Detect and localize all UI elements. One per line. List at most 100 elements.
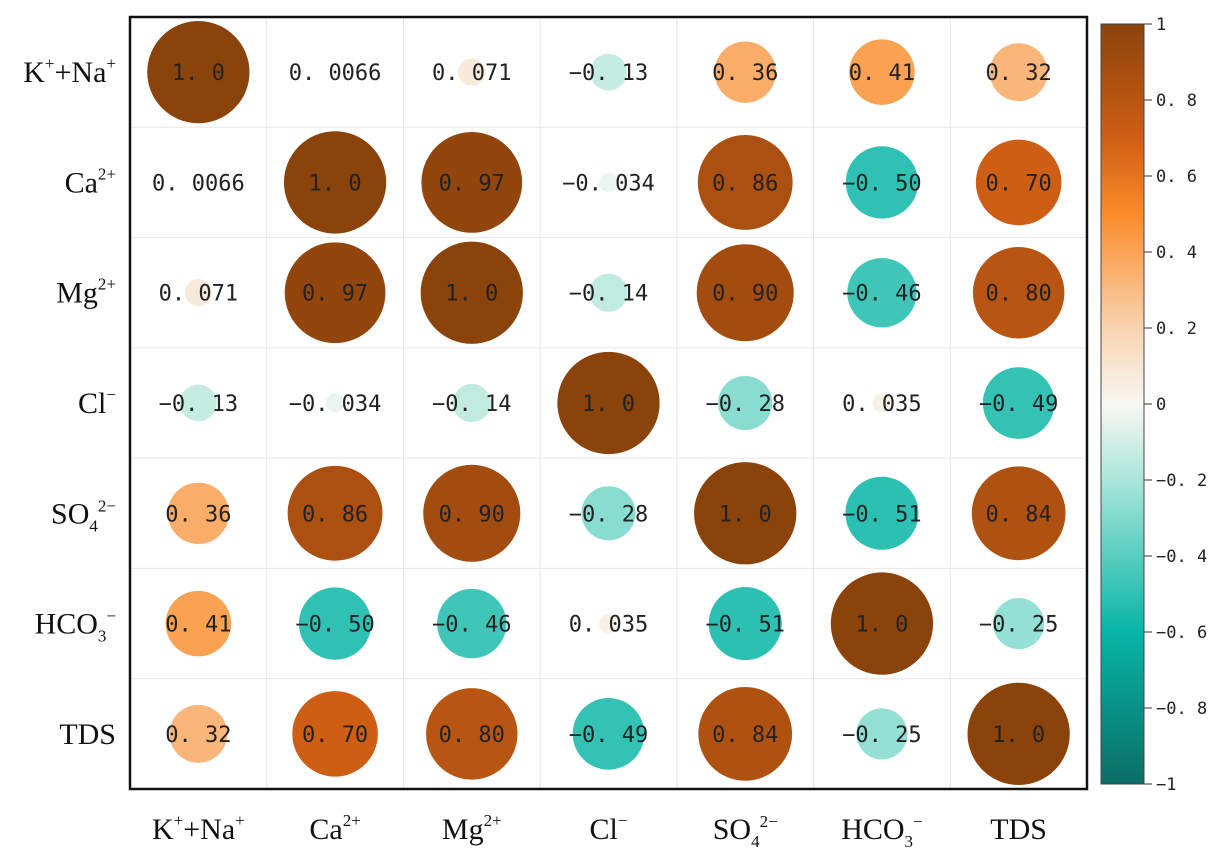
- corr-value-r6-c5: −0. 25: [842, 723, 921, 748]
- corr-circle-r1-c0: [194, 178, 203, 187]
- corr-circle-r5-c5: [830, 572, 934, 675]
- corr-circle-r3-c1: [325, 393, 345, 413]
- corr-circle-r0-c0: [147, 21, 250, 124]
- corr-circle-r0-c2: [458, 58, 486, 86]
- corr-value-r0-c6: 0. 32: [986, 61, 1052, 86]
- corr-circle-r2-c1: [284, 242, 386, 344]
- y-label-4: SO42−​: [51, 496, 116, 535]
- colorbar: 1 0. 8 0. 6 0. 4 0. 2 0 −0. 2 −0. 4 −0. 6 −0. 8 −1: [1100, 15, 1207, 795]
- corr-value-r3-c2: −0. 14: [432, 392, 511, 417]
- corr-circle-r6-c5: [856, 708, 908, 760]
- corr-circle-r2-c4: [696, 244, 794, 342]
- colorbar-tick-label: −1: [1156, 775, 1176, 795]
- corr-value-r2-c3: −0. 14: [569, 282, 648, 307]
- corr-value-r1-c5: −0. 50: [842, 171, 921, 196]
- corr-value-r3-c4: −0. 28: [705, 392, 784, 417]
- colorbar-tick-label: −0. 6: [1156, 623, 1207, 643]
- corr-value-r2-c5: −0. 46: [842, 282, 921, 307]
- corr-circle-r3-c0: [179, 384, 217, 422]
- x-axis-labels: K+​+Na+​ Ca2+​ Mg2+​ Cl−​ SO42−​ HCO3−​ TDS: [152, 811, 1047, 850]
- corr-circle-r4-c5: [845, 476, 919, 550]
- corr-value-r0-c5: 0. 41: [849, 61, 915, 86]
- y-label-5: HCO3−​: [35, 607, 116, 646]
- corr-circle-r1-c3: [599, 172, 618, 192]
- corr-circle-r3-c5: [872, 393, 892, 413]
- corr-value-r0-c3: −0. 13: [569, 61, 648, 86]
- colorbar-gradient: [1100, 23, 1145, 785]
- corr-value-r5-c4: −0. 51: [705, 613, 784, 638]
- corr-value-r6-c6: 1. 0: [992, 723, 1045, 748]
- corr-value-r3-c3: 1. 0: [582, 392, 635, 417]
- corr-circle-r0-c1: [330, 67, 340, 77]
- corr-value-r6-c2: 0. 80: [439, 723, 505, 748]
- corr-value-r5-c0: 0. 41: [165, 613, 231, 638]
- corr-value-r1-c4: 0. 86: [712, 171, 778, 196]
- colorbar-tick-label: 0. 8: [1156, 91, 1197, 111]
- corr-circle-r0-c3: [590, 53, 627, 91]
- corr-value-r1-c0: 0. 0066: [152, 171, 245, 196]
- corr-circle-r5-c1: [298, 587, 372, 660]
- corr-circle-r2-c5: [847, 258, 917, 328]
- corr-value-r4-c6: 0. 84: [986, 502, 1052, 527]
- corr-value-r4-c3: −0. 28: [569, 502, 648, 527]
- corr-circle-r5-c0: [165, 590, 232, 657]
- colorbar-tick-label: 0. 2: [1156, 319, 1197, 339]
- corr-circle-r1-c6: [975, 139, 1062, 226]
- corr-value-r6-c0: 0. 32: [165, 723, 231, 748]
- corr-circle-r6-c1: [292, 691, 378, 777]
- corr-value-r3-c1: −0. 034: [289, 392, 382, 417]
- corr-value-r4-c0: 0. 36: [165, 502, 231, 527]
- colorbar-tick-label: 1: [1156, 15, 1166, 35]
- colorbar-tick-label: −0. 8: [1156, 699, 1207, 719]
- x-label-2: Mg2+​: [442, 811, 502, 846]
- x-label-5: HCO3−​: [841, 812, 922, 850]
- corr-value-r5-c5: 1. 0: [855, 613, 908, 638]
- corr-value-r5-c6: −0. 25: [979, 613, 1058, 638]
- corr-circle-r5-c2: [437, 588, 507, 659]
- corr-circle-r2-c2: [420, 241, 523, 344]
- corr-value-r3-c6: −0. 49: [979, 392, 1058, 417]
- corr-value-r4-c5: −0. 51: [842, 502, 921, 527]
- corr-circle-r4-c3: [581, 486, 636, 541]
- corr-value-r0-c4: 0. 36: [712, 61, 778, 86]
- corr-value-r6-c1: 0. 70: [302, 723, 368, 748]
- corr-circle-r4-c4: [694, 462, 797, 565]
- correlation-values: 1. 0 0. 0066 0. 071 −0. 13 0. 36 0. 41 0. 32 0.…: [152, 61, 1058, 748]
- corr-value-r1-c2: 0. 97: [439, 171, 505, 196]
- corr-circle-r5-c6: [993, 598, 1045, 650]
- corr-value-r0-c2: 0. 071: [432, 61, 511, 86]
- corr-circle-r0-c5: [849, 39, 915, 105]
- corr-circle-r0-c6: [989, 43, 1048, 102]
- colorbar-tick-label: 0. 4: [1156, 243, 1197, 263]
- x-label-0: K+​+Na+​: [152, 811, 245, 846]
- corr-value-r1-c1: 1. 0: [309, 171, 362, 196]
- corr-value-r6-c3: −0. 49: [569, 723, 648, 748]
- corr-value-r5-c1: −0. 50: [295, 613, 374, 638]
- colorbar-tick-label: −0. 4: [1156, 547, 1207, 567]
- x-label-4: SO42−​: [713, 812, 778, 850]
- corr-value-r2-c6: 0. 80: [986, 282, 1052, 307]
- corr-value-r5-c2: −0. 46: [432, 613, 511, 638]
- corr-circle-r4-c0: [167, 482, 230, 544]
- colorbar-tick-label: −0. 2: [1156, 471, 1207, 491]
- corr-value-r0-c0: 1. 0: [172, 61, 225, 86]
- y-axis-labels: K+​+Na+​ Ca2+​ Mg2+​ Cl−​ SO42−​ HCO3−​ TDS: [23, 54, 116, 751]
- corr-circle-r4-c2: [423, 464, 521, 562]
- y-label-3: Cl−​: [78, 385, 116, 420]
- corr-circle-r3-c3: [557, 351, 660, 455]
- corr-circle-r3-c2: [452, 383, 491, 423]
- corr-value-r6-c4: 0. 84: [712, 723, 778, 748]
- corr-value-r2-c0: 0. 071: [159, 282, 238, 307]
- y-label-6: TDS: [59, 718, 116, 751]
- y-label-2: Mg2+​: [56, 275, 116, 310]
- corr-circle-r1-c2: [421, 132, 523, 233]
- corr-circle-r6-c3: [572, 698, 645, 770]
- colorbar-tick-label: 0. 6: [1156, 167, 1197, 187]
- y-label-1: Ca2+​: [65, 164, 116, 199]
- corr-value-r2-c4: 0. 90: [712, 282, 778, 307]
- corr-value-r0-c1: 0. 0066: [289, 61, 382, 86]
- corr-circle-r2-c3: [589, 273, 628, 312]
- corr-circle-r6-c6: [967, 682, 1070, 785]
- corr-circle-r1-c1: [283, 131, 387, 234]
